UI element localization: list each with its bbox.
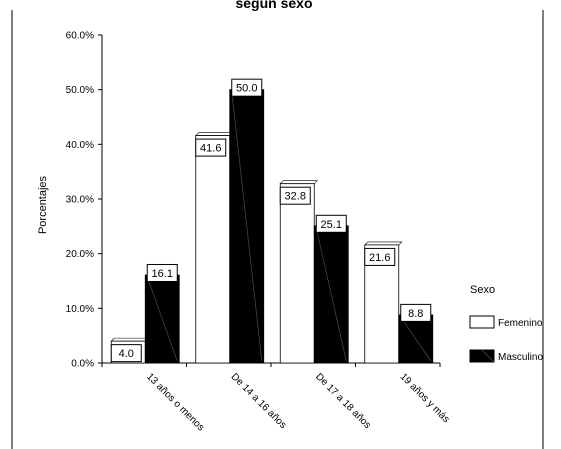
data-label-masculino-box [231,78,263,97]
chart-title: según sexo [235,0,312,11]
data-label-femenino-box [279,186,311,205]
y-tick-label: 10.0% [66,304,94,315]
data-label-femenino-group: 21.6 [364,247,396,266]
legend-swatch-masculino [469,349,495,363]
category-label: De 17 a 18 años [313,371,373,431]
y-tick-label: 60.0% [66,31,94,42]
bar-femenino [279,183,315,364]
data-label-femenino-group: 4.0 [110,344,142,363]
legend-title: Sexo [470,284,495,296]
data-label-masculino-box [400,303,432,322]
data-label-masculino-box [146,263,178,282]
bar-femenino [195,135,231,364]
bar-masculino-hatch [400,316,432,362]
data-label-masculino: 50.0 [236,83,257,95]
data-label-femenino-box [195,138,227,157]
category-labels: 13 años o menos De 14 a 16 años De 17 a 18… [144,371,451,433]
data-label-femenino: 21.6 [369,252,390,264]
y-tick-label: 30.0% [66,195,94,206]
data-label-femenino-group: 41.6 [195,138,227,157]
y-tick-label: 0.0% [71,359,94,370]
data-label-masculino-group: 8.8 [400,303,432,322]
y-axis-title: Porcentajes [37,175,49,234]
category-label: 19 años y más [398,371,452,425]
bar-femenino-top [364,241,403,246]
data-label-masculino: 8.8 [408,308,423,320]
data-label-femenino-box [110,344,142,363]
data-label-femenino-box [364,247,396,266]
bar-masculino-hatch [146,276,178,362]
y-tick-label: 50.0% [66,85,94,96]
data-label-masculino: 16.1 [152,268,173,280]
data-label-masculino-box [315,214,347,233]
y-tick-label: 40.0% [66,140,94,151]
category-label: 13 años o menos [144,371,206,433]
data-label-masculino-group: 16.1 [146,263,178,282]
bars [110,89,434,364]
data-label-femenino: 32.8 [285,191,306,203]
data-label-femenino: 41.6 [200,143,221,155]
bar-femenino-top [110,337,149,342]
bar-masculino-hatch [231,91,263,362]
bar-masculino-hatch [315,227,347,362]
bar-femenino-top [279,180,318,184]
data-label-masculino: 25.1 [321,219,342,231]
data-label-masculino-group: 25.1 [315,214,347,233]
data-labels: 4.0 16.1 41.6 50.0 32.8 25.1 21.6 8.8 [110,78,432,363]
y-tick-label: 20.0% [66,249,94,260]
data-label-femenino: 4.0 [119,348,134,360]
legend-swatch-masculino-hatch [481,349,495,363]
data-label-masculino-group: 50.0 [231,78,263,97]
bar-femenino-top [195,132,234,136]
category-label: De 14 a 16 años [229,371,289,431]
data-label-femenino-group: 32.8 [279,186,311,205]
legend-label-masculino: Masculino [498,352,543,363]
legend: Sexo Femenino Masculino [469,284,543,363]
legend-swatch-femenino [469,315,495,329]
legend-label-femenino: Femenino [498,318,543,329]
